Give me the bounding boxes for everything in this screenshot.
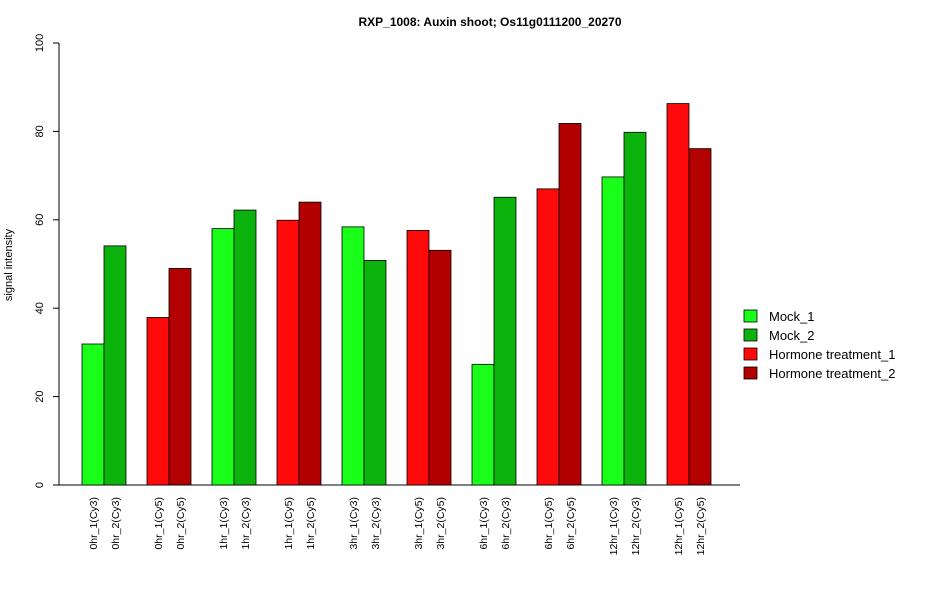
x-tick-label: 1hr_2(Cy3) xyxy=(240,497,252,550)
y-tick-label: 60 xyxy=(34,214,46,226)
x-tick-label: 0hr_2(Cy5) xyxy=(175,497,187,550)
x-tick-label: 12hr_1(Cy5) xyxy=(673,497,685,555)
bar xyxy=(493,196,517,486)
x-tick-label: 6hr_2(Cy3) xyxy=(500,497,512,550)
x-tick-label: 12hr_2(Cy5) xyxy=(695,497,707,555)
legend-swatch xyxy=(743,309,758,323)
x-tick-label: 1hr_1(Cy3) xyxy=(218,497,230,550)
bar xyxy=(471,363,495,486)
x-tick-label: 1hr_2(Cy5) xyxy=(305,497,317,550)
y-tick-label: 0 xyxy=(34,482,46,488)
bar xyxy=(276,219,300,486)
x-tick-label: 12hr_2(Cy3) xyxy=(630,497,642,555)
x-tick-label: 3hr_2(Cy5) xyxy=(435,497,447,550)
legend-label: Hormone treatment_2 xyxy=(769,366,895,381)
legend-swatch xyxy=(743,347,758,361)
bar xyxy=(688,148,712,486)
bar xyxy=(298,201,322,486)
chart-title: RXP_1008: Auxin shoot; Os11g0111200_2027… xyxy=(358,15,621,29)
bar xyxy=(601,176,625,486)
bar xyxy=(666,103,690,486)
bar xyxy=(81,343,105,486)
bars xyxy=(81,103,712,486)
legend-label: Mock_2 xyxy=(769,328,815,343)
bar xyxy=(558,123,582,486)
bar xyxy=(211,228,235,486)
legend-swatch xyxy=(743,366,758,380)
bar xyxy=(623,131,647,486)
bar xyxy=(103,245,127,486)
bar xyxy=(428,249,452,486)
y-axis-label: signal intensity xyxy=(3,228,15,301)
x-tick-labels: 0hr_1(Cy3) 0hr_2(Cy3) 0hr_1(Cy5) 0hr_2(Cy5)… xyxy=(88,497,707,555)
legend: Mock_1 Mock_2 Hormone treatment_1 Hormone t… xyxy=(743,309,895,381)
x-tick-label: 0hr_1(Cy5) xyxy=(153,497,165,550)
x-tick-label: 0hr_1(Cy3) xyxy=(88,497,100,550)
bar xyxy=(233,209,257,486)
bar xyxy=(536,188,560,486)
x-tick-label: 1hr_1(Cy5) xyxy=(283,497,295,550)
x-tick-label: 6hr_1(Cy3) xyxy=(478,497,490,550)
y-tick-label: 80 xyxy=(34,125,46,137)
x-tick-label: 3hr_1(Cy3) xyxy=(348,497,360,550)
y-tick-label: 100 xyxy=(34,34,46,52)
y-tick-label: 20 xyxy=(34,390,46,402)
legend-swatch xyxy=(743,328,758,342)
y-tick-label: 40 xyxy=(34,302,46,314)
bar xyxy=(406,230,430,486)
x-tick-label: 0hr_2(Cy3) xyxy=(110,497,122,550)
x-tick-label: 3hr_2(Cy3) xyxy=(370,497,382,550)
x-tick-label: 3hr_1(Cy5) xyxy=(413,497,425,550)
x-tick-label: 6hr_2(Cy5) xyxy=(565,497,577,550)
x-tick-label: 12hr_1(Cy3) xyxy=(608,497,620,555)
bar xyxy=(168,268,192,486)
bar xyxy=(146,317,170,486)
legend-label: Mock_1 xyxy=(769,309,815,324)
bar xyxy=(363,260,387,486)
bar xyxy=(341,226,365,486)
x-tick-label: 6hr_1(Cy5) xyxy=(543,497,555,550)
legend-label: Hormone treatment_1 xyxy=(769,347,895,362)
